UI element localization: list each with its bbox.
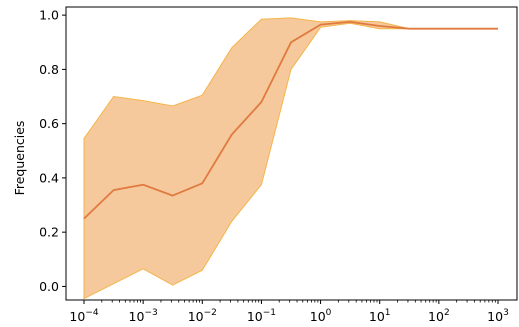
- x-tick-label: 103: [487, 308, 509, 324]
- x-tick-label: 10−3: [129, 308, 158, 324]
- x-tick-label: 10−1: [247, 308, 276, 324]
- y-tick-label: 0.6: [39, 116, 59, 131]
- y-tick-label: 0.2: [39, 225, 59, 240]
- y-axis-label: Frequencies: [12, 121, 27, 196]
- plot-frame: [65, 6, 518, 301]
- x-tick-label: 10−4: [69, 308, 98, 324]
- confidence-band-group: [83, 17, 498, 300]
- confidence-band: [83, 17, 498, 300]
- y-tick-label: 0.0: [39, 279, 59, 294]
- x-tick-label: 101: [369, 308, 391, 324]
- y-tick-label: 1.0: [39, 8, 59, 23]
- y-axis-ticks: 0.0 0.2 0.4 0.6 0.8 1.0: [39, 8, 66, 294]
- x-tick-label: 10−2: [188, 308, 217, 324]
- x-axis-ticks: 10−4 10−3 10−2 10−1 100 101 102 103: [69, 300, 509, 324]
- x-tick-label: 100: [310, 308, 332, 324]
- y-tick-label: 0.4: [39, 170, 59, 185]
- axes-frame: [65, 6, 518, 301]
- x-tick-label: 102: [428, 308, 450, 324]
- y-tick-label: 0.8: [39, 62, 59, 77]
- series-line-group: [83, 20, 498, 220]
- series-line: [83, 20, 498, 220]
